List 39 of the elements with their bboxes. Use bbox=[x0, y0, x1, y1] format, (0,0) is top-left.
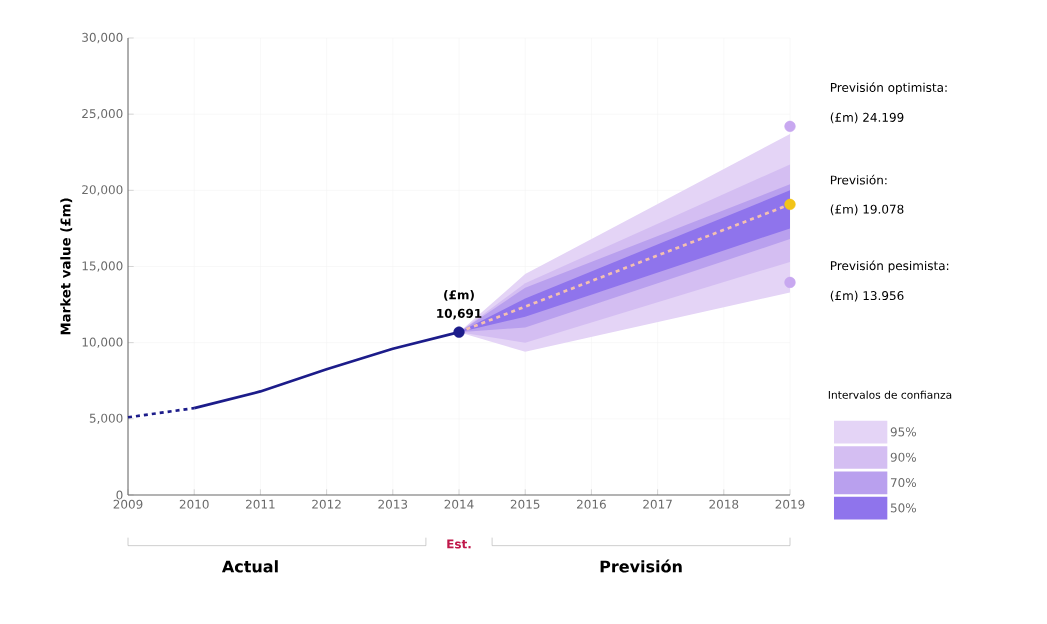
x-tick-label: 2009 bbox=[113, 499, 143, 509]
x-tick-label: 2015 bbox=[510, 499, 540, 509]
legend-label: 70% bbox=[890, 478, 916, 488]
y-tick-label: 20,000 bbox=[82, 185, 123, 196]
text: Previsión: bbox=[830, 174, 887, 185]
text: Est. bbox=[447, 539, 471, 549]
point bbox=[453, 326, 465, 338]
legend-label: 95% bbox=[890, 427, 916, 437]
x-tick-label: 2010 bbox=[179, 499, 209, 509]
y-tick-label: 25,000 bbox=[82, 109, 123, 120]
x-tick-label: 2017 bbox=[643, 499, 672, 509]
y-tick-label: 5,000 bbox=[89, 413, 123, 424]
text: (£m) 24.199 bbox=[830, 112, 904, 124]
x-tick-label: 2012 bbox=[312, 499, 341, 509]
legend-title: Intervalos de confianza bbox=[828, 390, 952, 399]
text: Actual bbox=[221, 560, 278, 573]
y-tick-label: 10,000 bbox=[82, 337, 123, 348]
y-tick-label: 0 bbox=[116, 490, 123, 500]
point bbox=[784, 276, 796, 288]
x-tick-label: 2018 bbox=[709, 499, 739, 509]
x-tick-label: 2016 bbox=[577, 499, 606, 509]
text: Previsión pesimista: bbox=[830, 260, 949, 273]
annotation: (£m) bbox=[444, 290, 474, 301]
x-tick-label: 2014 bbox=[444, 499, 474, 509]
x-tick-label: 2019 bbox=[775, 499, 805, 509]
y-axis-title: Market value (£m) bbox=[60, 198, 73, 335]
y-tick-label: 30,000 bbox=[82, 32, 123, 44]
y-tick-label: 15,000 bbox=[82, 261, 123, 272]
text: Previsión optimista: bbox=[830, 82, 947, 95]
x-tick-label: 2013 bbox=[378, 499, 408, 509]
point bbox=[784, 120, 796, 132]
text: (£m) 13.956 bbox=[830, 290, 904, 302]
legend-label: 50% bbox=[890, 503, 916, 513]
data-label: 10,691 bbox=[437, 308, 482, 320]
text: Previsión bbox=[600, 559, 682, 573]
legend-label: 90% bbox=[890, 452, 916, 462]
x-tick-label: 2011 bbox=[246, 499, 275, 509]
point bbox=[784, 198, 796, 210]
text: (£m) 19.078 bbox=[830, 204, 904, 216]
